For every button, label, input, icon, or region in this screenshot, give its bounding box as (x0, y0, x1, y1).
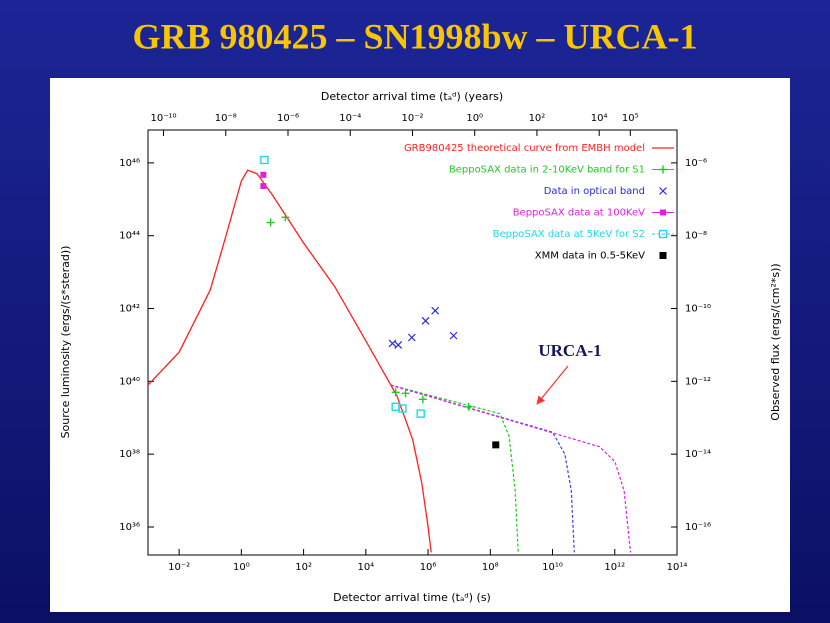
x2-tick-label: 10⁰ (466, 113, 483, 124)
model-curve (390, 384, 632, 553)
x-tick-label: 10⁰ (233, 562, 250, 573)
data-point (464, 402, 473, 411)
legend-label: BeppoSAX data in 2-10KeV band for S1 (449, 165, 645, 176)
x-tick-label: 10¹² (604, 562, 625, 573)
x-tick-label: 10¹⁰ (542, 562, 563, 573)
x2-tick-label: 10⁻¹⁰ (151, 113, 177, 124)
legend-swatch (660, 209, 666, 216)
y-tick-label: 10⁴⁴ (119, 231, 140, 242)
data-point (260, 183, 267, 190)
x2-tick-label: 10⁴ (591, 113, 608, 124)
data-point (391, 388, 400, 397)
data-point (266, 218, 275, 227)
data-point (281, 213, 290, 222)
y2-tick-label: 10⁻⁶ (685, 158, 707, 169)
bottom-axis-label: Detector arrival time (tₐᵈ) (s) (333, 591, 491, 604)
top-axis-label: Detector arrival time (tₐᵈ) (years) (321, 90, 503, 103)
right-axis-label: Observed flux (ergs/(cm²*s)) (769, 263, 782, 420)
data-point (418, 395, 427, 404)
legend-label: GRB980425 theoretical curve from EMBH mo… (404, 143, 645, 154)
legend-swatch (658, 229, 668, 239)
y-tick-label: 10⁴⁰ (119, 376, 140, 387)
y-tick-label: 10⁴² (119, 304, 140, 315)
slide-title: GRB 980425 – SN1998bw – URCA-1 (132, 16, 697, 56)
chart-panel (50, 78, 790, 612)
y-tick-label: 10⁴⁶ (119, 158, 140, 169)
y2-tick-label: 10⁻¹⁴ (685, 449, 711, 460)
legend-swatch (659, 165, 667, 174)
data-point (421, 316, 430, 325)
x2-tick-label: 10⁻⁴ (339, 113, 361, 124)
data-point (260, 171, 267, 178)
data-point (492, 441, 500, 449)
data-point (401, 389, 410, 398)
x2-tick-label: 10⁻² (401, 113, 423, 124)
legend-label: BeppoSAX data at 100KeV (513, 208, 645, 219)
data-point (416, 409, 425, 418)
x-tick-label: 10⁶ (420, 562, 437, 573)
data-point (449, 331, 458, 340)
left-axis-label: Source luminosity (ergs/(s*sterad)) (59, 246, 72, 439)
legend-label: BeppoSAX data at 5KeV for S2 (493, 229, 645, 240)
x-tick-label: 10⁻² (168, 562, 190, 573)
x-tick-label: 10¹⁴ (667, 562, 688, 573)
y2-tick-label: 10⁻¹⁰ (685, 304, 711, 315)
x2-tick-label: 10⁻⁸ (215, 113, 237, 124)
data-point (398, 404, 407, 413)
x-tick-label: 10⁸ (482, 562, 499, 573)
legend-label: XMM data in 0.5-5KeV (535, 251, 645, 262)
data-point (431, 306, 440, 315)
data-point (407, 333, 416, 342)
x2-tick-label: 10⁻⁶ (277, 113, 299, 124)
y2-tick-label: 10⁻⁸ (685, 231, 707, 242)
theory-curve (147, 169, 432, 553)
data-point (394, 341, 403, 349)
data-point (388, 339, 397, 348)
y-tick-label: 10³⁸ (119, 449, 140, 460)
annotation-arrow (536, 365, 569, 405)
legend-swatch (659, 187, 667, 195)
legend-swatch (659, 252, 667, 259)
y-tick-label: 10³⁶ (119, 522, 140, 533)
annotation: URCA-1 (538, 341, 601, 360)
y2-tick-label: 10⁻¹² (685, 376, 711, 387)
model-curve (390, 384, 519, 553)
x-tick-label: 10² (295, 562, 312, 573)
x2-tick-label: 10⁵ (622, 113, 639, 124)
x-tick-label: 10⁴ (357, 562, 374, 573)
y2-tick-label: 10⁻¹⁶ (685, 522, 711, 533)
x2-tick-label: 10² (529, 113, 546, 124)
data-point (260, 155, 269, 165)
legend-label: Data in optical band (544, 186, 645, 197)
